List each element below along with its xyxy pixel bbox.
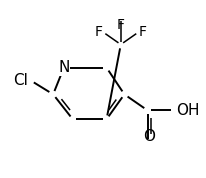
Text: F: F <box>117 18 125 32</box>
Text: N: N <box>58 60 70 75</box>
Text: F: F <box>139 25 147 39</box>
Text: Cl: Cl <box>13 73 28 88</box>
Text: O: O <box>143 129 155 144</box>
Text: F: F <box>95 25 103 39</box>
Text: OH: OH <box>176 103 199 118</box>
